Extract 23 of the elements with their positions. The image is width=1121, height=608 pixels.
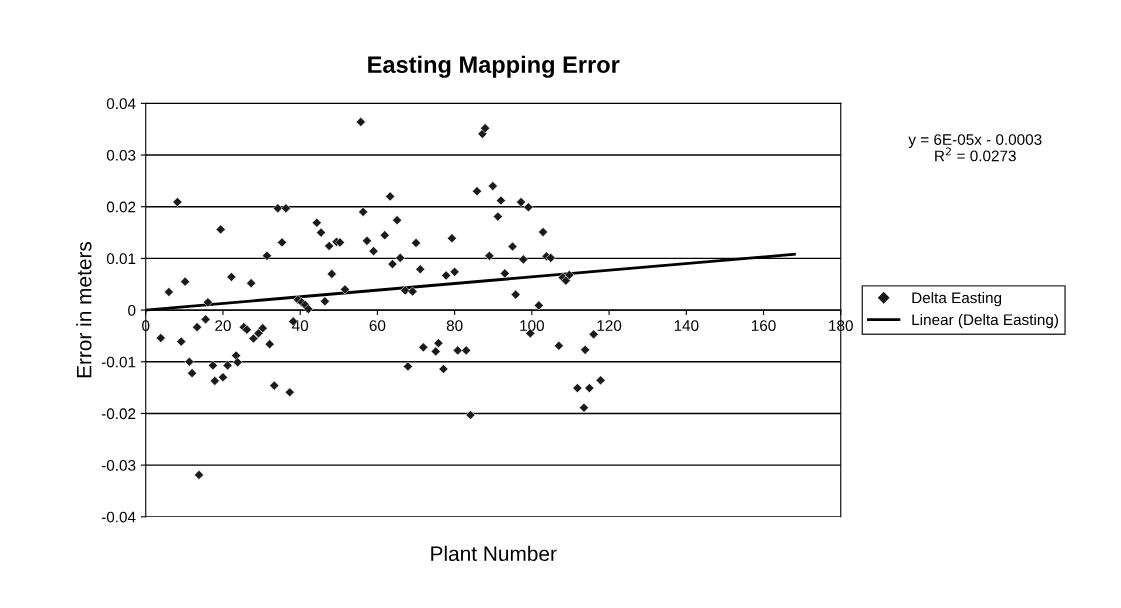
y-tick-label: -0.01 (101, 356, 136, 368)
text: y = 6E-05x - 0.0003 R$^{2}$ = 0.0273 (908, 134, 1042, 162)
y-tick-label: 0.04 (106, 98, 136, 110)
x-axis-title: Plant Number (431, 545, 557, 562)
y-tick-label: -0.04 (101, 511, 136, 523)
x-tick-label: 120 (597, 320, 622, 332)
x-tick-label: 140 (674, 320, 699, 332)
x-tick-label: 60 (369, 320, 386, 332)
y-tick-label: 0.01 (106, 253, 136, 265)
x-tick-label: 160 (751, 320, 776, 332)
x-tick-label: 80 (446, 320, 463, 332)
y-tick-label: -0.02 (101, 408, 136, 420)
x-tick-label: 100 (520, 320, 544, 332)
legend-label: Delta Easting (912, 292, 1002, 307)
y-tick-label: -0.03 (101, 459, 136, 471)
legend-label: Linear (Delta Easting) (912, 313, 1058, 329)
x-tick-label: 40 (292, 320, 309, 332)
y-tick-label: 0.03 (106, 149, 136, 161)
y-axis-title: Error in meters (76, 241, 92, 378)
chart-title: Easting Mapping Error (368, 55, 620, 78)
y-tick-label: 0.02 (106, 201, 136, 213)
x-tick-label: 20 (215, 320, 231, 332)
y-tick-label: 0 (128, 304, 136, 316)
